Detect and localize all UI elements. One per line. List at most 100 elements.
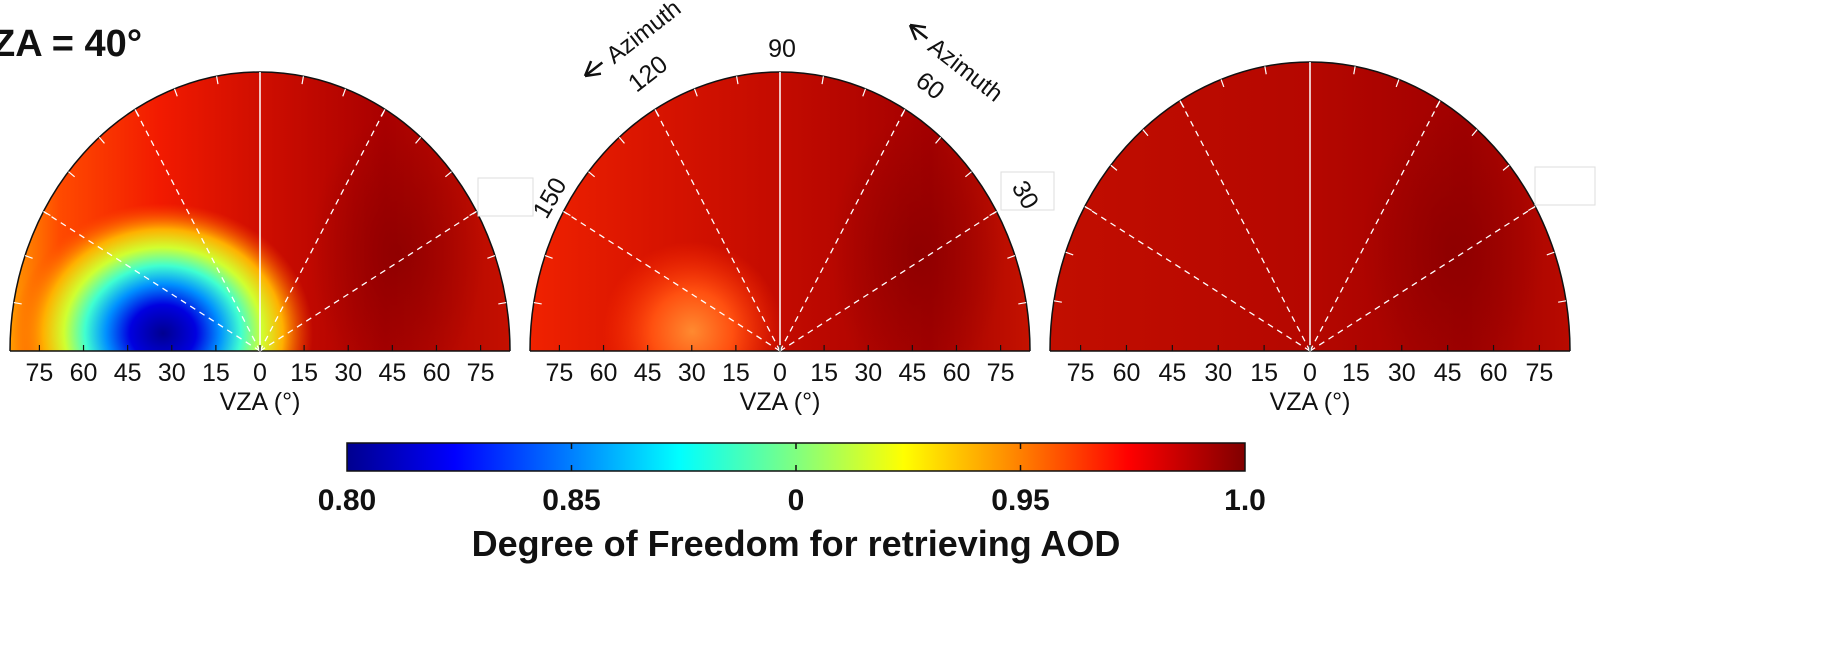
azimuth-label-90: 90 — [768, 35, 796, 63]
arrow-right-icon — [908, 23, 929, 41]
azimuth-spoke-120 — [134, 109, 261, 352]
polar-panel-right: 75 60 45 30 15 0 15 30 45 60 75 VZA (°) — [1049, 61, 1571, 416]
low-dof-region — [12, 203, 313, 351]
arc-tick — [498, 301, 507, 305]
x-tick-label: 75 — [1067, 359, 1095, 387]
x-tick-label: 30 — [334, 359, 362, 387]
x-tick-label: 15 — [290, 359, 318, 387]
arc-tick — [1502, 164, 1510, 171]
azimuth-spoke-30 — [1309, 205, 1536, 352]
azimuth-spoke-120 — [654, 109, 781, 352]
arc-tick — [964, 171, 972, 178]
x-tick-label: 0 — [253, 359, 267, 387]
x-tick-label: 45 — [114, 359, 142, 387]
arc-tick — [935, 136, 942, 144]
x-tick-label: 75 — [1526, 359, 1554, 387]
arc-tick — [1065, 251, 1074, 256]
azimuth-spoke-30 — [259, 210, 477, 352]
arc-tick — [301, 76, 305, 85]
x-tick-label: 30 — [678, 359, 706, 387]
x-tick-label: 60 — [1480, 359, 1508, 387]
arc-tick — [1435, 100, 1441, 108]
arc-tick — [24, 255, 33, 259]
label-box — [477, 177, 534, 217]
x-tick-label: 75 — [26, 359, 54, 387]
colorbar-tick-label: 0 — [788, 484, 805, 517]
x-axis-label: VZA (°) — [740, 388, 821, 416]
arc-tick — [415, 136, 422, 144]
figure-title: ZA = 40° — [0, 23, 142, 65]
x-tick-label: 30 — [158, 359, 186, 387]
arc-tick — [1264, 66, 1267, 75]
azimuth-spoke-120 — [1179, 100, 1311, 352]
colorbar-tick-label: 0.80 — [318, 484, 376, 517]
x-tick-label: 15 — [1250, 359, 1278, 387]
x-tick-label: 45 — [1434, 359, 1462, 387]
x-tick-label: 75 — [546, 359, 574, 387]
arc-tick — [444, 171, 452, 178]
azimuth-spoke-30 — [779, 210, 997, 352]
polar-panel-middle: 75 60 45 30 15 0 15 30 45 60 75 VZA (°) — [529, 71, 1031, 416]
arc-tick — [173, 88, 178, 97]
x-tick-label: 60 — [1113, 359, 1141, 387]
x-axis-label: VZA (°) — [1270, 388, 1351, 416]
arc-tick — [1007, 255, 1016, 259]
arc-tick — [1395, 79, 1400, 88]
arc-tick — [68, 171, 76, 178]
x-tick-label: 75 — [987, 359, 1015, 387]
arc-tick — [380, 109, 386, 117]
arc-tick — [342, 88, 347, 97]
label-box — [1534, 166, 1596, 206]
azimuth-spoke-150 — [43, 210, 261, 352]
colorbar-ticks: 0.80 0.85 0 0.95 1.0 — [318, 443, 1266, 517]
x-tick-label: 45 — [898, 359, 926, 387]
arc-tick — [1142, 129, 1149, 137]
arc-tick — [563, 210, 571, 217]
field-dark-core — [830, 113, 1005, 351]
label-box — [1000, 171, 1055, 211]
x-tick-label: 45 — [378, 359, 406, 387]
azimuth-spoke-60 — [779, 109, 906, 352]
arc-tick — [1527, 205, 1536, 212]
arc-tick — [1053, 300, 1062, 303]
arc-tick — [654, 109, 660, 117]
x-tick-label: 15 — [1342, 359, 1370, 387]
arc-tick — [1471, 129, 1478, 137]
arc-tick — [693, 88, 698, 97]
arc-tick — [735, 76, 739, 85]
x-tick-label: 30 — [1204, 359, 1232, 387]
azimuth-spoke-60 — [1309, 100, 1441, 352]
arc-tick — [1110, 164, 1118, 171]
x-tick-label: 45 — [1158, 359, 1186, 387]
x-tick-label: 15 — [202, 359, 230, 387]
field-dark-core — [310, 113, 485, 351]
arc-tick — [862, 88, 867, 97]
x-tick-label: 60 — [423, 359, 451, 387]
arc-tick — [900, 109, 906, 117]
arc-tick — [43, 210, 51, 217]
arc-tick — [1546, 251, 1555, 256]
arc-tick — [1018, 301, 1027, 305]
arc-tick — [469, 210, 477, 217]
arc-tick — [98, 136, 105, 144]
colorbar-tick-label: 1.0 — [1224, 484, 1266, 517]
colorbar-tick-label: 0.85 — [542, 484, 600, 517]
arc-tick — [1353, 66, 1356, 75]
arc-tick — [821, 76, 825, 85]
azimuth-spoke-60 — [259, 109, 386, 352]
arc-tick — [1558, 300, 1567, 303]
arc-tick — [215, 76, 219, 85]
x-tick-label: 15 — [722, 359, 750, 387]
arc-tick — [134, 109, 140, 117]
azimuth-spoke-150 — [1084, 205, 1311, 352]
x-tick-label: 30 — [854, 359, 882, 387]
azimuth-label-60: 60 — [910, 66, 949, 105]
arc-tick — [487, 255, 496, 259]
arrow-left-icon — [583, 60, 604, 78]
arc-tick — [1220, 79, 1225, 88]
colorbar-label: Degree of Freedom for retrieving AOD — [472, 523, 1121, 564]
colorbar-tick-label: 0.95 — [991, 484, 1049, 517]
x-tick-label: 75 — [467, 359, 495, 387]
low-dof-region — [602, 241, 783, 351]
